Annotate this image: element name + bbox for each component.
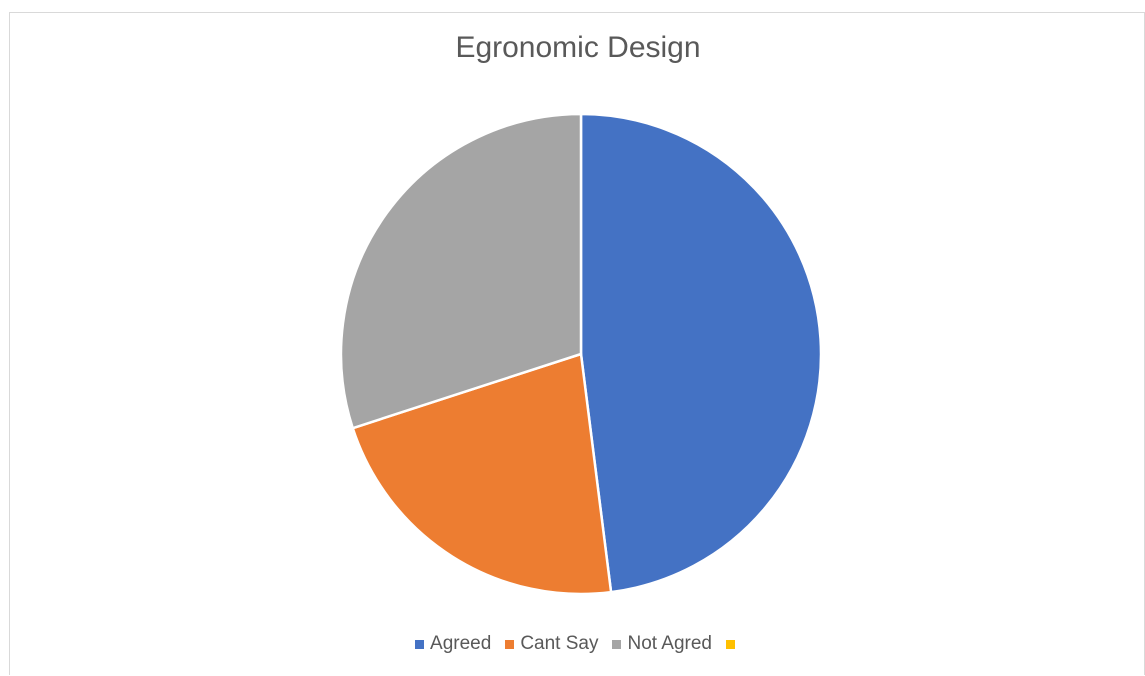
legend-item-cant-say: Cant Say	[505, 633, 598, 655]
chart-title: Egronomic Design	[455, 31, 701, 64]
legend-swatch-not-agred	[612, 639, 622, 649]
pie-slice-not-agred	[339, 112, 583, 430]
legend-label-cant-say: Cant Say	[520, 633, 599, 654]
pie-slice-cant-say	[351, 352, 613, 596]
legend-swatch-cant-say	[505, 639, 515, 649]
chart-area: Egronomic Design Agreed Cant Say Not Agr…	[9, 12, 1145, 675]
legend-label-not-agred: Not Agred	[627, 633, 712, 654]
legend-item-not-agred: Not Agred	[612, 633, 712, 655]
legend: Agreed Cant Say Not Agred	[10, 633, 1145, 655]
legend-item-empty	[725, 639, 741, 649]
legend-item-agreed: Agreed	[415, 633, 491, 655]
legend-swatch-empty	[725, 639, 735, 649]
legend-label-agreed: Agreed	[430, 633, 492, 654]
pie-chart	[339, 112, 823, 596]
pie-slice-agreed	[579, 112, 823, 594]
legend-swatch-agreed	[415, 639, 425, 649]
